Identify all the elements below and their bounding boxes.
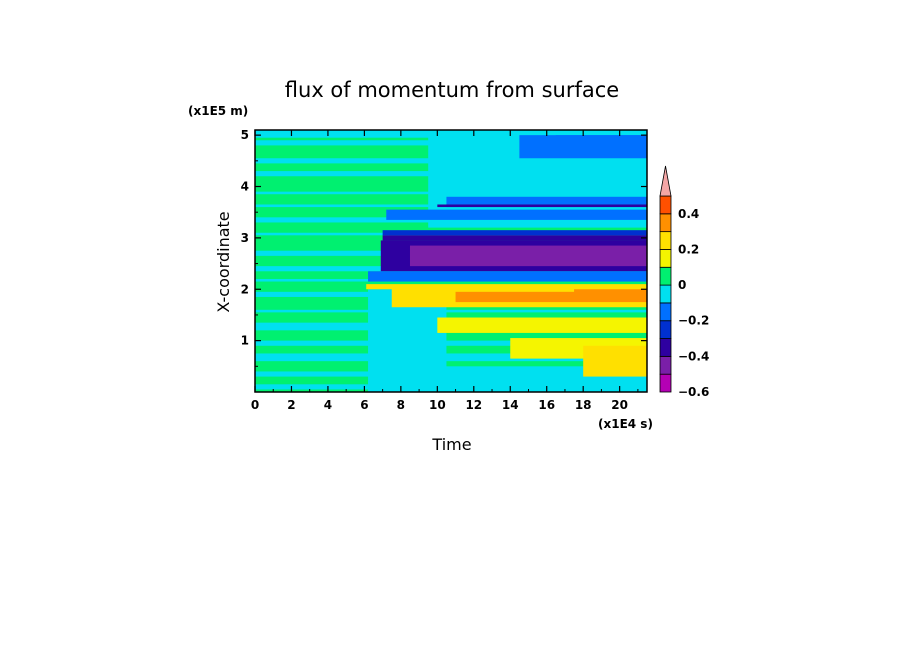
- y-tick-label-2: 3: [241, 231, 249, 245]
- colorbar-band-0: [659, 373, 672, 393]
- colorbar-band-7: [659, 249, 672, 268]
- heatmap-cell-13: [255, 309, 647, 313]
- heatmap-field: [255, 130, 647, 392]
- heatmap-cell-26: [382, 230, 647, 236]
- colorbar-band-9: [659, 213, 672, 233]
- x-axis-ticks: 0 2 4 6 8 10 12 14 16 18 20: [251, 130, 639, 412]
- y-tick-label-1: 2: [241, 282, 249, 296]
- heatmap-cell-36: [437, 317, 647, 333]
- x-unit-label: (x1E4 s): [598, 417, 653, 431]
- colorbar-band-10: [659, 195, 672, 215]
- x-tick-label-2: 4: [324, 398, 332, 412]
- x-tick-label-3: 6: [360, 398, 368, 412]
- y-axis-ticks: 1 2 3 4 5: [241, 128, 647, 367]
- heatmap-cell-28: [382, 235, 647, 241]
- colorbar-label-2: 0: [678, 278, 686, 292]
- heatmap-cell-27: [437, 204, 647, 208]
- colorbar-label-5: −0.6: [678, 385, 709, 399]
- x-tick-label-10: 20: [611, 398, 628, 412]
- heatmap-cell-35: [574, 289, 647, 297]
- colorbar-band-6: [659, 266, 672, 286]
- x-axis-label: Time: [431, 435, 471, 454]
- x-tick-label-0: 0: [251, 398, 259, 412]
- heatmap-cell-34: [455, 291, 647, 303]
- heatmap-cell-31: [368, 271, 647, 282]
- colorbar-extend-triangle: [659, 165, 672, 197]
- colorbar-label-1: 0.2: [678, 242, 699, 256]
- colorbar-band-2: [659, 338, 672, 357]
- heatmap-cell-25: [386, 209, 647, 220]
- colorbar-band-4: [659, 302, 672, 322]
- y-unit-label: (x1E5 m): [188, 104, 248, 118]
- x-tick-label-1: 2: [287, 398, 295, 412]
- colorbar-label-0: 0.4: [678, 207, 699, 221]
- colorbar: 0.4 0.2 0 −0.2 −0.4 −0.6: [659, 165, 709, 399]
- x-tick-label-7: 14: [502, 398, 519, 412]
- heatmap-cell-30: [409, 245, 647, 267]
- heatmap-cell-24: [446, 196, 647, 208]
- x-tick-label-6: 12: [465, 398, 482, 412]
- chart-title: flux of momentum from surface: [285, 78, 619, 102]
- x-tick-label-5: 10: [429, 398, 446, 412]
- heatmap-cell-15: [255, 340, 647, 346]
- colorbar-label-3: −0.2: [678, 314, 709, 328]
- colorbar-band-8: [659, 231, 672, 250]
- x-tick-label-9: 18: [575, 398, 592, 412]
- y-axis-label: X-coordinate: [214, 211, 233, 312]
- y-tick-label-3: 4: [241, 180, 249, 194]
- heatmap-cell-38: [583, 345, 647, 377]
- plot-frame: [254, 129, 648, 393]
- heatmap-cell-16: [255, 353, 647, 362]
- heatmap-cell-23: [555, 135, 647, 146]
- colorbar-band-1: [659, 355, 672, 375]
- colorbar-band-3: [659, 320, 672, 339]
- colorbar-label-4: −0.4: [678, 349, 709, 363]
- colorbar-band-5: [659, 284, 672, 304]
- y-tick-label-4: 5: [241, 128, 249, 142]
- y-tick-label-0: 1: [241, 334, 249, 348]
- x-tick-label-8: 16: [538, 398, 555, 412]
- x-tick-label-4: 8: [397, 398, 405, 412]
